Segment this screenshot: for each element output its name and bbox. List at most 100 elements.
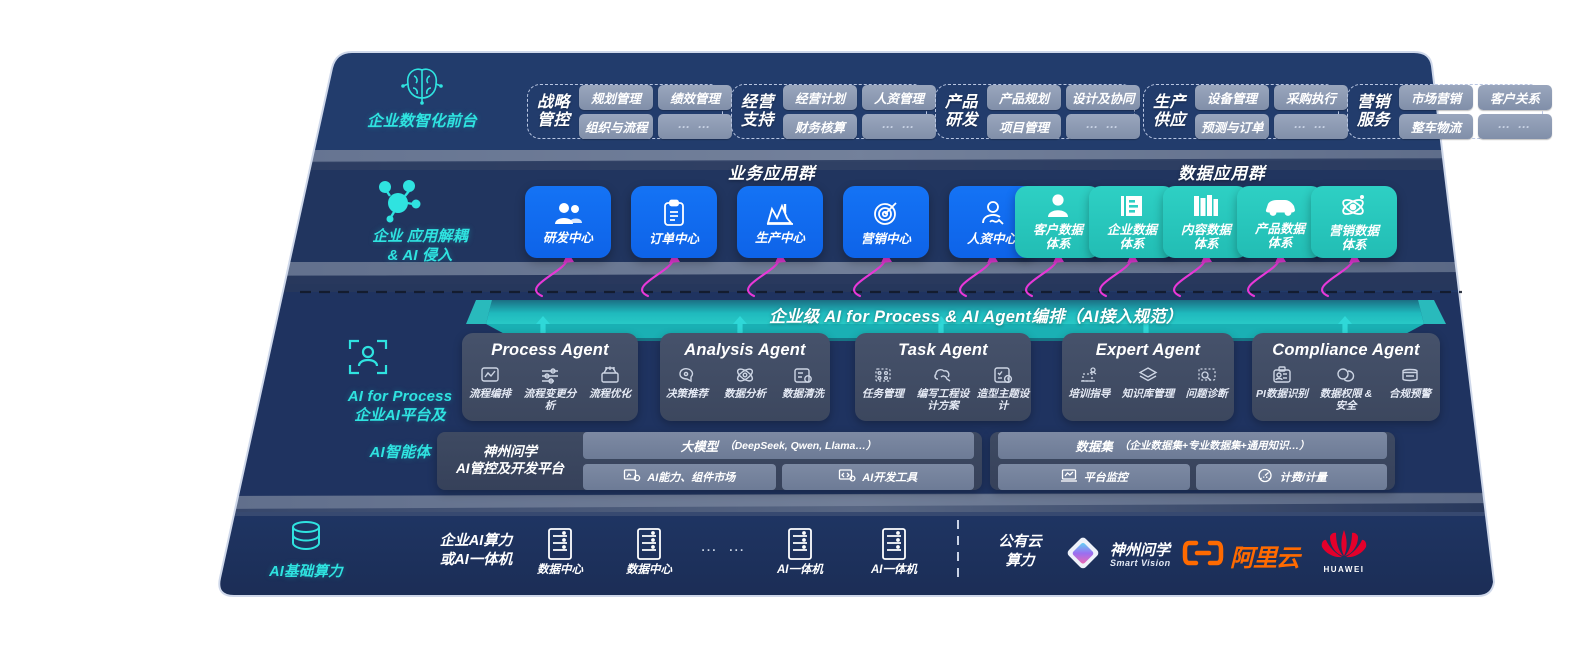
agent-item-label: PI数据识别	[1256, 388, 1308, 400]
billing-bar[interactable]: 计费/计量	[1195, 464, 1387, 490]
top-group-operations[interactable]: 经营 支持 经营计划 人资管理 财务核算 … …	[731, 84, 937, 139]
agent-title: Task Agent	[898, 341, 988, 359]
agent-item[interactable]: 数据分析	[718, 365, 772, 400]
data-card-content[interactable]: 内容数据 体系	[1163, 186, 1249, 258]
ai-devtool-bar[interactable]: AI开发工具	[781, 464, 974, 490]
app-card-label: 订单中心	[648, 231, 699, 246]
data-card-product[interactable]: 产品数据 体系	[1237, 186, 1323, 258]
agent-card-compliance[interactable]: Compliance Agent PI数据识别 数据权限 & 安全 合规预警	[1252, 333, 1440, 421]
chip[interactable]: 客户关系	[1478, 84, 1553, 110]
agent-item-label: 任务管理	[862, 388, 904, 400]
chip[interactable]: … …	[658, 113, 733, 139]
agent-item[interactable]: 问题诊断	[1179, 365, 1234, 400]
infra-item-dc2[interactable]: 数据中心	[619, 527, 679, 578]
model-bar[interactable]: 大模型 （DeepSeek, Qwen, Llama…）	[583, 432, 974, 459]
chip[interactable]: 财务核算	[783, 113, 858, 139]
brand-aliyun[interactable]: 阿里云	[1182, 538, 1300, 573]
agent-item[interactable]: 编写工程设计方案	[915, 365, 971, 412]
app-card-label: 研发中心	[542, 230, 593, 245]
agent-card-process[interactable]: Process Agent 流程编排 流程变更分析 流程优化	[462, 333, 638, 421]
platform-left[interactable]: 神州问学 AI管控及开发平台 大模型 （DeepSeek, Qwen, Llam…	[437, 432, 982, 490]
data-card-marketing[interactable]: 营销数据 体系	[1311, 186, 1397, 258]
chip[interactable]: … …	[1274, 113, 1349, 139]
huawei-wordmark: HUAWEI	[1323, 565, 1365, 574]
public-cloud-text: 公有云 算力	[998, 534, 1042, 569]
ai-devtool-label: AI开发工具	[862, 472, 918, 484]
smartvision-logo	[1062, 532, 1104, 579]
chip[interactable]: 绩效管理	[658, 84, 733, 110]
chip[interactable]: 市场营销	[1399, 84, 1474, 110]
agent-item[interactable]: 数据权限 & 安全	[1316, 365, 1376, 412]
agent-card-analysis[interactable]: Analysis Agent 决策推荐 数据分析 数据清洗	[660, 333, 830, 421]
brand-smartvision-text: 神州问学 Smart Vision	[1110, 543, 1171, 568]
ai-market-bar[interactable]: AI能力、组件市场	[583, 464, 776, 490]
data-card-label: 内容数据 体系	[1180, 223, 1231, 251]
top-group-marketing[interactable]: 营销 服务 市场营销 客户关系 整车物流 … …	[1347, 84, 1553, 139]
monitor-bar[interactable]: 平台监控	[998, 464, 1190, 490]
brand-huawei[interactable]: HUAWEI	[1310, 526, 1378, 574]
chip[interactable]: 设备管理	[1195, 84, 1270, 110]
chip[interactable]: 设计及协同	[1066, 84, 1141, 110]
chip[interactable]: 人资管理	[862, 84, 937, 110]
devtool-icon	[838, 468, 856, 486]
agent-title: Expert Agent	[1095, 341, 1201, 359]
agent-item[interactable]: PI数据识别	[1252, 365, 1312, 400]
infra-item-aio1[interactable]: AI一体机	[770, 527, 830, 578]
agent-item[interactable]: 流程变更分析	[522, 365, 578, 412]
shield-overlap-icon	[1335, 365, 1357, 385]
brand-aliyun-text: 阿里云	[1230, 545, 1300, 572]
agent-item[interactable]: 任务管理	[855, 365, 911, 400]
chip[interactable]: 采购执行	[1274, 84, 1349, 110]
monitor-label: 平台监控	[1083, 472, 1128, 484]
chip[interactable]: 项目管理	[987, 113, 1062, 139]
person-chart-icon	[978, 199, 1006, 227]
platform-right[interactable]: 数据集 （企业数据集+专业数据集+通用知识…） 平台监控 计费/计量	[990, 432, 1395, 490]
data-card-customer[interactable]: 客户数据 体系	[1015, 186, 1101, 258]
chip[interactable]: 经营计划	[783, 84, 858, 110]
agent-item-label: 合规预警	[1389, 388, 1431, 400]
chip[interactable]: 组织与流程	[579, 113, 654, 139]
agent-item[interactable]: 决策推荐	[660, 365, 714, 400]
chip[interactable]: 规划管理	[579, 84, 654, 110]
agent-item[interactable]: 合规预警	[1380, 365, 1440, 400]
data-card-enterprise[interactable]: 企业数据 体系	[1089, 186, 1175, 258]
ai-banner-label: 企业级 AI for Process & AI Agent编排（AI接入规范）	[769, 308, 1183, 326]
agent-item[interactable]: 流程编排	[462, 365, 518, 400]
billing-label: 计费/计量	[1279, 472, 1327, 484]
dataset-bar[interactable]: 数据集 （企业数据集+专业数据集+通用知识…）	[998, 432, 1387, 459]
app-card-rnd-center[interactable]: 研发中心	[525, 186, 611, 258]
agent-item[interactable]: 流程优化	[582, 365, 638, 400]
app-card-marketing-center[interactable]: 营销中心	[843, 186, 929, 258]
app-card-label: 生产中心	[754, 230, 805, 245]
rail-label-1: 企业数智化前台	[367, 113, 477, 130]
infra-item-dc1[interactable]: 数据中心	[530, 527, 590, 578]
chip[interactable]: 预测与订单	[1195, 113, 1270, 139]
app-card-production-center[interactable]: 生产中心	[737, 186, 823, 258]
top-group-production[interactable]: 生产 供应 设备管理 采购执行 预测与订单 … …	[1143, 84, 1349, 139]
chip[interactable]: … …	[1066, 113, 1141, 139]
top-group-chips: 产品规划 设计及协同 项目管理 … …	[987, 84, 1141, 139]
top-group-strategy[interactable]: 战略 管控 规划管理 绩效管理 组织与流程 … …	[527, 84, 733, 139]
data-clean-icon	[792, 365, 814, 385]
agent-item[interactable]: 培训指导	[1062, 365, 1117, 400]
chip[interactable]: 产品规划	[987, 84, 1062, 110]
agent-card-task[interactable]: Task Agent 任务管理 编写工程设计方案 造型主题设计	[855, 333, 1031, 421]
chip[interactable]: … …	[862, 113, 937, 139]
brand-smartvision[interactable]: 神州问学 Smart Vision	[1062, 532, 1171, 579]
chip[interactable]: … …	[1478, 113, 1553, 139]
top-group-title: 生产 供应	[1153, 93, 1187, 129]
agent-card-expert[interactable]: Expert Agent 培训指导 知识库管理 问题诊断	[1062, 333, 1234, 421]
layers-icon	[1137, 365, 1159, 385]
cloud-doc-icon	[932, 365, 954, 385]
agent-item[interactable]: 造型主题设计	[975, 365, 1031, 412]
top-group-rnd[interactable]: 产品 研发 产品规划 设计及协同 项目管理 … …	[935, 84, 1141, 139]
agent-item-label: 决策推荐	[666, 388, 708, 400]
rail-label-4: AI基础算力	[269, 564, 343, 580]
rail-label-3: AI for Process 企业AI平台及 AI智能体	[347, 388, 453, 462]
app-card-order-center[interactable]: 订单中心	[631, 186, 717, 258]
infra-item-aio2[interactable]: AI一体机	[864, 527, 924, 578]
chip[interactable]: 整车物流	[1399, 113, 1474, 139]
agent-item[interactable]: 知识库管理	[1121, 365, 1176, 400]
agent-item[interactable]: 数据清洗	[776, 365, 830, 400]
brand-tagline: Smart Vision	[1110, 557, 1171, 568]
